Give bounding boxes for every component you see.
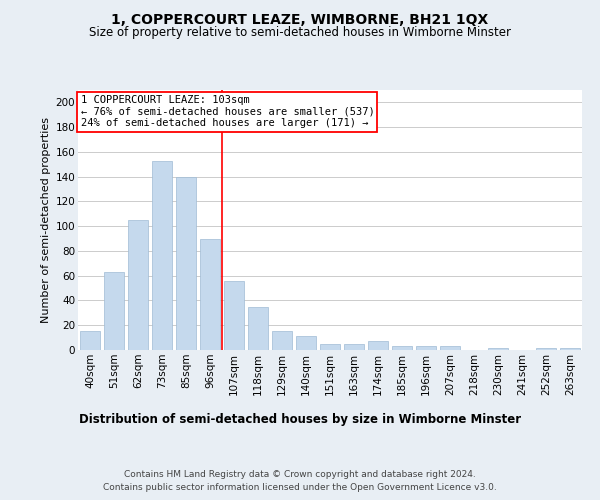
Text: 1, COPPERCOURT LEAZE, WIMBORNE, BH21 1QX: 1, COPPERCOURT LEAZE, WIMBORNE, BH21 1QX [112,12,488,26]
Text: 1 COPPERCOURT LEAZE: 103sqm
← 76% of semi-detached houses are smaller (537)
24% : 1 COPPERCOURT LEAZE: 103sqm ← 76% of sem… [80,95,374,128]
Bar [560,348,580,350]
Bar [416,346,436,350]
Bar [224,280,244,350]
Bar [296,336,316,350]
Bar [344,344,364,350]
Y-axis label: Number of semi-detached properties: Number of semi-detached properties [41,117,52,323]
Bar [128,220,148,350]
Bar [248,306,268,350]
Bar [392,346,412,350]
Bar [440,346,460,350]
Bar [272,332,292,350]
Text: Size of property relative to semi-detached houses in Wimborne Minster: Size of property relative to semi-detach… [89,26,511,39]
Bar [152,160,172,350]
Bar [80,332,100,350]
Bar [200,238,220,350]
Text: Contains HM Land Registry data © Crown copyright and database right 2024.
Contai: Contains HM Land Registry data © Crown c… [103,470,497,492]
Bar [104,272,124,350]
Bar [320,344,340,350]
Text: Distribution of semi-detached houses by size in Wimborne Minster: Distribution of semi-detached houses by … [79,412,521,426]
Bar [368,342,388,350]
Bar [488,348,508,350]
Bar [176,176,196,350]
Bar [536,348,556,350]
